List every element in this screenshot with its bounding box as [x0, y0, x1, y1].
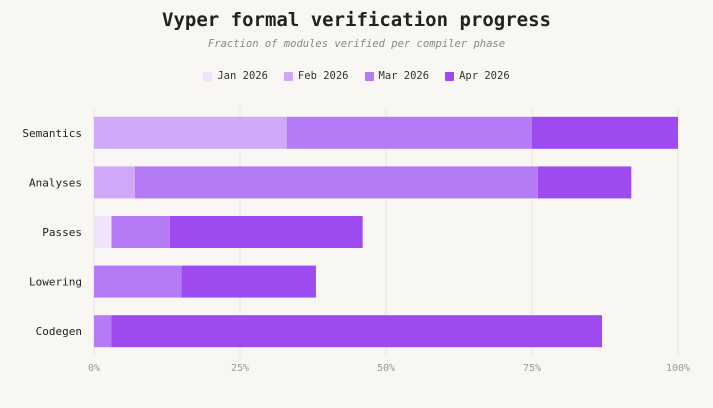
legend-swatch: [445, 71, 455, 81]
bar-segment-analyses-3: [134, 166, 538, 199]
chart-subtitle: Fraction of modules verified per compile…: [207, 38, 506, 50]
legend-label: Mar 2026: [378, 70, 430, 82]
legend-swatch: [283, 71, 293, 81]
legend-swatch: [203, 71, 213, 81]
chart-title: Vyper formal verification progress: [162, 9, 551, 31]
category-label: Lowering: [29, 276, 82, 289]
legend-swatch: [364, 71, 374, 81]
category-label: Passes: [42, 226, 82, 239]
bar-segment-semantics-4: [532, 116, 678, 149]
x-tick-label: 75%: [523, 363, 541, 374]
x-tick-label: 50%: [377, 363, 395, 374]
category-label: Codegen: [36, 325, 82, 338]
category-label: Semantics: [22, 127, 82, 140]
legend-label: Feb 2026: [297, 70, 349, 82]
category-label: Analyses: [29, 176, 82, 189]
x-tick-label: 100%: [666, 363, 690, 374]
legend-label: Apr 2026: [459, 70, 510, 82]
bar-segment-passes-4: [169, 216, 363, 248]
legend-label: Jan 2026: [217, 70, 268, 82]
x-tick-label: 0%: [88, 363, 100, 374]
bar-segment-semantics-2: [94, 116, 287, 149]
bar-segment-lowering-4: [181, 265, 316, 298]
x-tick-label: 25%: [231, 363, 249, 374]
legend-item-2: Feb 2026: [283, 70, 349, 82]
bar-segment-passes-3: [111, 216, 170, 248]
bar-segment-analyses-2: [94, 166, 135, 199]
bar-segment-semantics-3: [286, 116, 532, 149]
legend-item-3: Mar 2026: [364, 70, 430, 82]
bar-segment-analyses-4: [537, 166, 632, 199]
legend-item-4: Apr 2026: [445, 70, 510, 82]
bar-segment-passes-1: [94, 216, 112, 248]
bar-segment-codegen-3: [94, 315, 112, 348]
legend-item-1: Jan 2026: [203, 70, 268, 82]
bar-segment-lowering-3: [94, 265, 182, 298]
bar-segment-codegen-4: [111, 315, 603, 348]
chart-legend: Jan 2026 Feb 2026 Mar 2026 Apr 2026: [0, 70, 713, 82]
